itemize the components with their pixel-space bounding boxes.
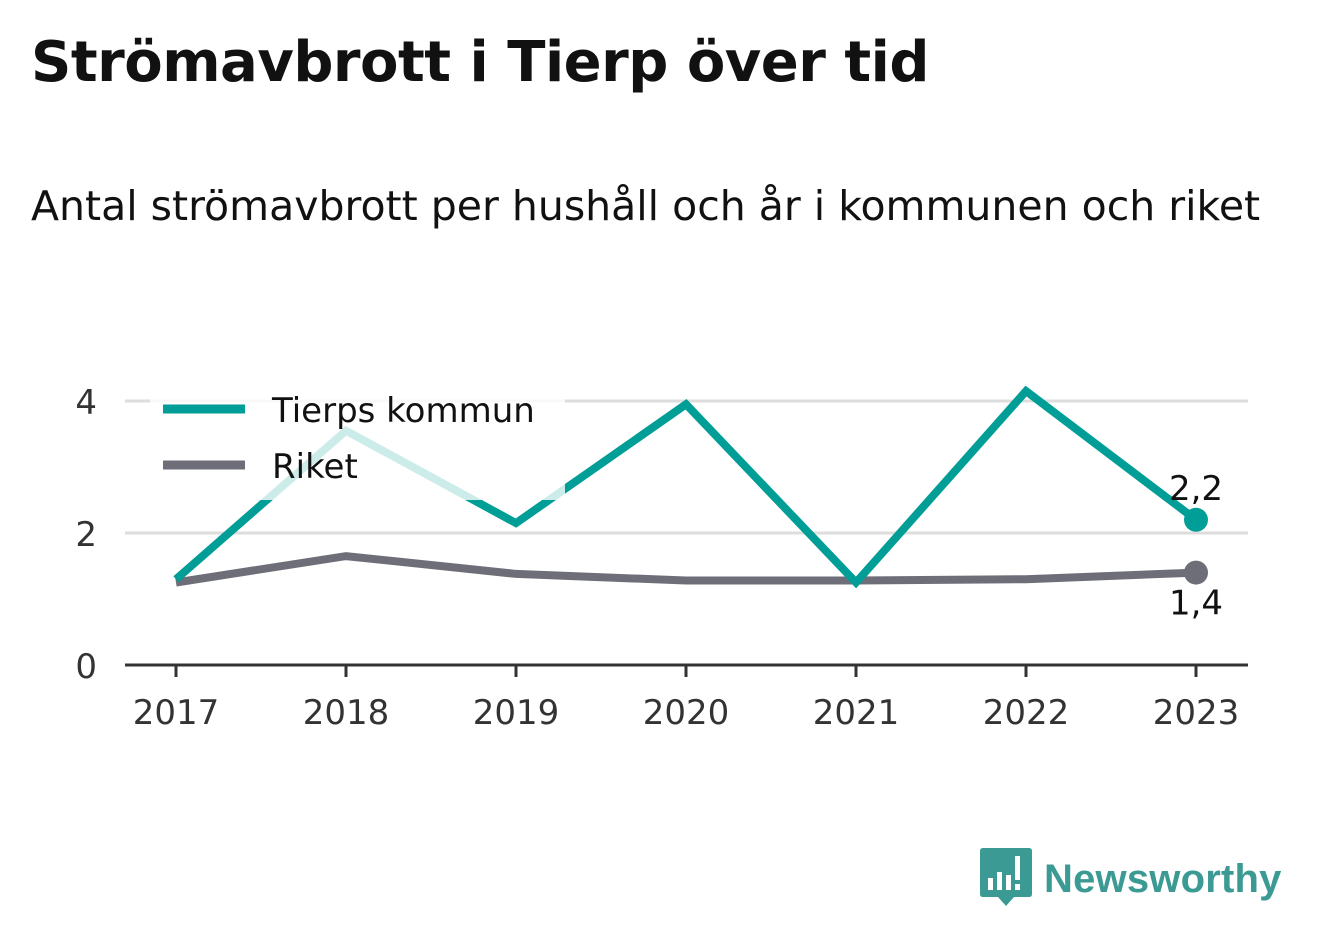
x-tick-label: 2017 [133, 693, 220, 733]
tierp-end-point [1184, 507, 1208, 532]
y-tick-label: 0 [75, 647, 97, 687]
tierp-end-label: 2,2 [1169, 469, 1223, 509]
chart-subtitle: Antal strömavbrott per hushåll och år i … [31, 182, 1261, 230]
legend-label-riket: Riket [272, 447, 358, 487]
newsworthy-brand[interactable]: Newsworthy [980, 848, 1282, 910]
chart-title: Strömavbrott i Tierp över tid [31, 30, 929, 95]
brand-name: Newsworthy [1044, 856, 1282, 901]
x-tick-label: 2022 [983, 693, 1070, 733]
legend-label-tierp: Tierps kommun [271, 391, 535, 431]
riket-end-point [1184, 560, 1208, 585]
x-tick-label: 2018 [303, 693, 390, 733]
riket-end-label: 1,4 [1169, 584, 1223, 624]
legend-background [150, 382, 565, 500]
newsworthy-logo-icon [980, 848, 1032, 906]
x-tick-label: 2021 [813, 693, 900, 733]
x-tick-label: 2023 [1153, 693, 1240, 733]
y-tick-label: 4 [75, 383, 97, 423]
riket-series-line [175, 552, 1197, 587]
x-tick-label: 2019 [473, 693, 560, 733]
x-tick-label: 2020 [643, 693, 730, 733]
y-tick-label: 2 [75, 515, 97, 555]
